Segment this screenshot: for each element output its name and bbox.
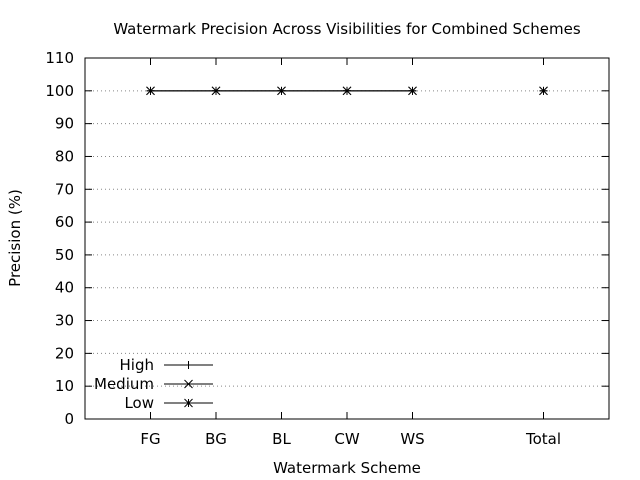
legend-label: High (120, 356, 154, 374)
x-tick-label: BG (205, 430, 227, 448)
data-point (539, 86, 548, 96)
data-series (146, 86, 548, 96)
legend-label: Low (124, 394, 154, 412)
grid-lines (85, 90, 609, 387)
legend-marker (184, 361, 193, 369)
y-tick-label: 0 (64, 410, 74, 428)
legend-label: Medium (94, 375, 154, 393)
legend-marker (184, 398, 193, 408)
data-point (146, 86, 155, 96)
y-tick-label: 110 (45, 49, 74, 67)
plot-frame (84, 57, 610, 420)
y-tick-label: 80 (55, 147, 74, 165)
chart-title: Watermark Precision Across Visibilities … (113, 20, 581, 38)
data-point (277, 86, 286, 96)
y-tick-label: 60 (55, 213, 74, 231)
legend-marker (184, 379, 193, 389)
y-tick-label: 90 (55, 115, 74, 133)
x-axis-title: Watermark Scheme (273, 459, 421, 477)
data-point (342, 86, 352, 96)
y-tick-label: 50 (55, 246, 74, 264)
y-tick-label: 40 (55, 279, 74, 297)
axis-ticks: 0 10 20 30 40 50 60 70 80 90 100 110 FG BG BL CW WS Total (45, 49, 609, 448)
y-tick-label: 70 (55, 180, 74, 198)
x-tick-label: FG (140, 430, 160, 448)
x-tick-label: Total (525, 430, 561, 448)
y-tick-label: 20 (55, 344, 74, 362)
y-axis-title: Precision (%) (6, 189, 24, 287)
y-tick-label: 10 (55, 377, 74, 395)
x-tick-label: BL (272, 430, 291, 448)
x-tick-label: WS (400, 430, 424, 448)
y-tick-label: 30 (55, 312, 74, 330)
data-point (211, 86, 221, 96)
x-tick-label: CW (334, 430, 359, 448)
y-tick-label: 100 (45, 82, 74, 100)
data-point (408, 86, 417, 96)
